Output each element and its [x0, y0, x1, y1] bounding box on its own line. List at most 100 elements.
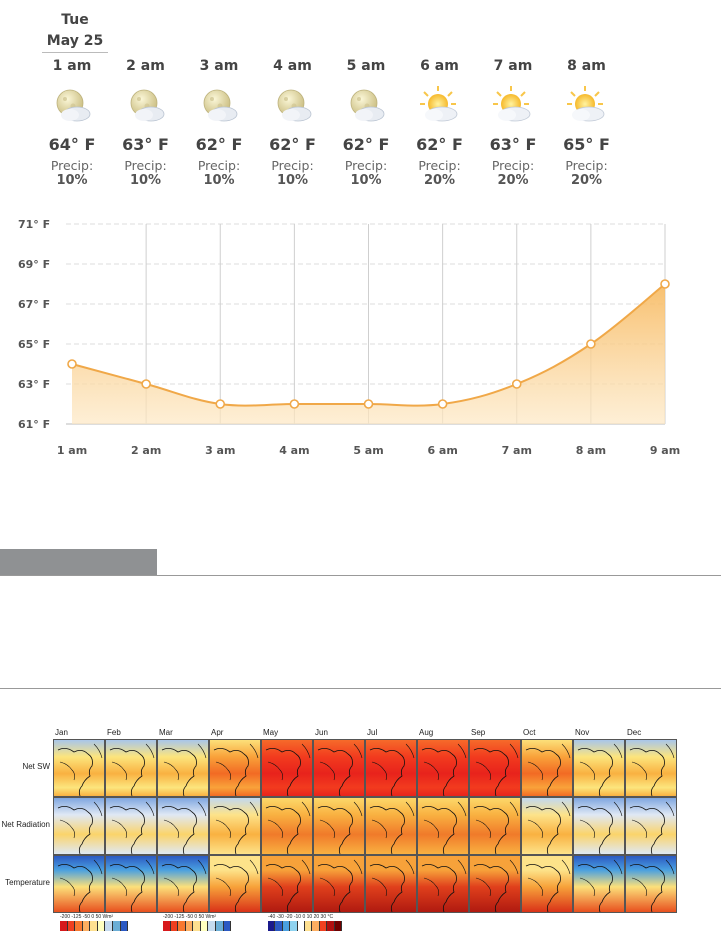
day-weekday: Tue — [61, 12, 89, 28]
x-tick-label: 6 am — [427, 444, 457, 457]
x-tick-label: 2 am — [131, 444, 161, 457]
temperature-point[interactable] — [215, 399, 226, 409]
color-scale-bar — [60, 921, 129, 931]
color-swatch — [90, 921, 98, 931]
scale-labels: -40 -30 -20 -10 0 10 20 30 °C — [268, 914, 334, 920]
temperature-point[interactable] — [289, 399, 300, 409]
x-tick-label: 3 am — [205, 444, 235, 457]
hour-temperature: 63° F — [489, 135, 537, 154]
climate-map-panel — [573, 797, 625, 855]
hour-column: 5 am 62° F Precip: 10% — [330, 56, 402, 188]
x-tick-label: 4 am — [279, 444, 309, 457]
y-tick-label: 67° F — [18, 298, 50, 311]
precip-label: Precip: — [344, 158, 388, 173]
climate-map-panel — [625, 739, 677, 797]
color-swatch — [297, 921, 306, 931]
precip-value: 20% — [423, 173, 456, 188]
month-label: May — [263, 728, 279, 737]
temperature-point[interactable] — [67, 359, 77, 369]
section-divider-bottom — [0, 688, 721, 689]
climate-map-panel — [365, 739, 417, 797]
month-label: Apr — [211, 728, 224, 737]
color-swatch — [97, 921, 106, 931]
climate-map-panel — [157, 739, 209, 797]
climate-map-panel — [105, 797, 157, 855]
color-swatch — [178, 921, 186, 931]
climate-map-panel — [469, 739, 521, 797]
moon-cloud-icon — [50, 84, 94, 128]
hour-temperature: 62° F — [342, 135, 390, 154]
temperature-points — [67, 279, 670, 409]
temperature-point[interactable] — [511, 379, 522, 389]
map-row-label: Net Radiation — [1, 820, 50, 829]
temperature-point[interactable] — [363, 399, 374, 409]
climate-map-panel — [417, 797, 469, 855]
precip-label: Precip: — [197, 158, 241, 173]
climate-map-panel — [53, 797, 105, 855]
hour-column: 4 am 62° F Precip: 10% — [257, 56, 329, 188]
color-swatch — [67, 921, 76, 931]
color-swatch — [75, 921, 83, 931]
color-swatch — [163, 921, 171, 931]
hour-temperature: 62° F — [416, 135, 463, 154]
climate-map-panel — [313, 797, 365, 855]
climate-map-panel — [365, 797, 417, 855]
climate-map-panel — [53, 855, 105, 913]
moon-cloud-icon — [197, 84, 241, 128]
sun-cloud-icon — [491, 84, 535, 128]
color-swatch — [185, 921, 194, 931]
hour-column: 6 am 62° F Precip: 20% — [404, 56, 476, 188]
hour-temperature: 63° F — [122, 135, 169, 154]
hour-time: 7 am — [493, 58, 533, 74]
x-tick-label: 5 am — [353, 444, 383, 457]
month-label: Sep — [471, 728, 486, 737]
color-swatch — [282, 921, 291, 931]
section-tab[interactable] — [0, 549, 157, 575]
hourly-forecast: 1 am 64° F Precip: 10% 2 am 63° F Precip: 10% 3 … — [36, 56, 636, 188]
temperature-point[interactable] — [586, 339, 596, 349]
precip-label: Precip: — [565, 158, 608, 173]
color-swatch — [170, 921, 179, 931]
precip-label: Precip: — [418, 158, 461, 173]
color-swatch — [60, 921, 68, 931]
scale-labels: -200 -125 -50 0 50 Wm² — [60, 914, 114, 920]
hour-temperature: 62° F — [195, 135, 243, 154]
climate-map-panel — [261, 739, 313, 797]
precip-value: 10% — [276, 173, 309, 188]
precip-value: 10% — [129, 173, 162, 188]
x-tick-label: 9 am — [650, 444, 680, 457]
month-label: Jun — [315, 728, 328, 737]
day-date: May 25 — [46, 33, 104, 49]
color-swatch — [305, 921, 313, 931]
hour-column: 2 am 63° F Precip: 10% — [110, 56, 182, 188]
month-label: Dec — [627, 728, 642, 737]
sun-cloud-icon — [565, 84, 609, 128]
color-scale-bar — [163, 921, 232, 931]
hour-time: 2 am — [126, 58, 165, 74]
scale-labels: -200 -125 -50 0 50 Wm² — [163, 914, 217, 920]
month-label: Jan — [55, 728, 68, 737]
color-swatch — [223, 921, 232, 931]
color-swatch — [275, 921, 283, 931]
temperature-point[interactable] — [141, 379, 151, 389]
climate-map-panel — [157, 855, 209, 913]
temperature-point[interactable] — [437, 399, 448, 409]
color-swatch — [327, 921, 335, 931]
color-scale-bar — [268, 921, 343, 931]
climate-map-panel — [573, 855, 625, 913]
precip-label: Precip: — [491, 158, 535, 173]
climate-map-panel — [105, 739, 157, 797]
temperature-point[interactable] — [660, 279, 670, 289]
hour-column: 3 am 62° F Precip: 10% — [183, 56, 255, 188]
color-swatch — [290, 921, 298, 931]
precip-label: Precip: — [50, 158, 94, 173]
color-swatch — [200, 921, 209, 931]
climate-map-panel — [625, 797, 677, 855]
climate-map-panel — [469, 797, 521, 855]
month-label: Aug — [419, 728, 434, 737]
color-swatch — [312, 921, 320, 931]
climate-map-panel — [313, 739, 365, 797]
month-label: Mar — [159, 728, 173, 737]
precip-value: 20% — [570, 173, 603, 188]
climate-map-panel — [521, 797, 573, 855]
